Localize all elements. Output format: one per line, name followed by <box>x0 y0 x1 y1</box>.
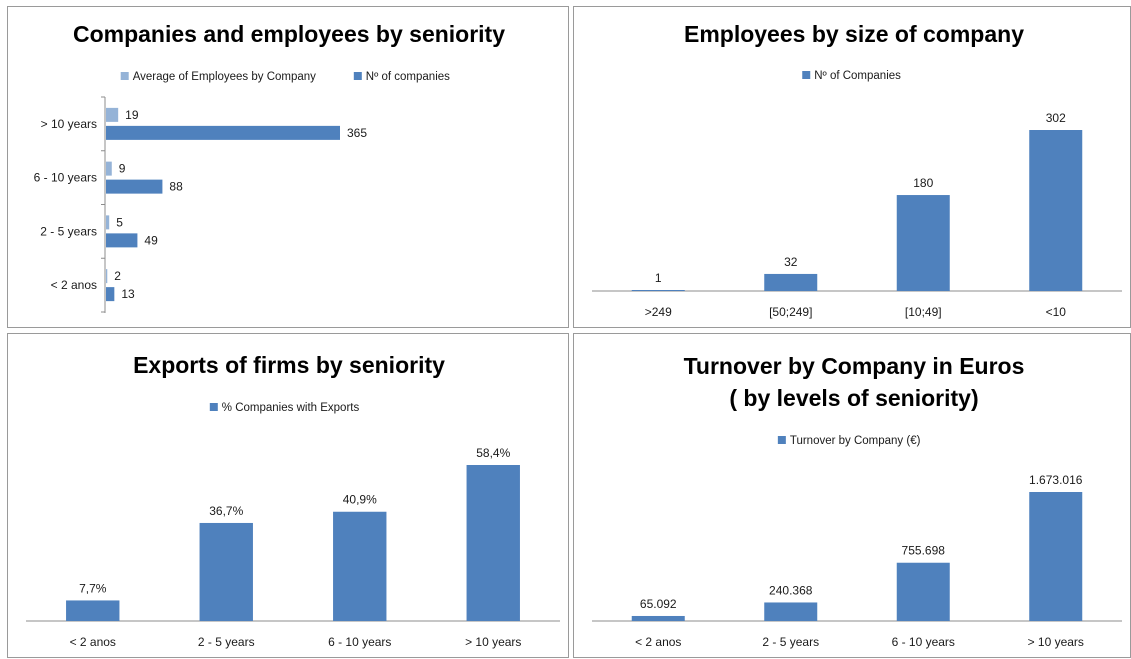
y-tick-label: 2 - 5 years <box>40 224 97 238</box>
legend-swatch <box>802 71 811 79</box>
data-label: 19 <box>125 108 139 122</box>
chart-title: Companies and employees by seniority <box>73 21 505 47</box>
bar <box>106 233 138 248</box>
legend-label: % Companies with Exports <box>222 402 360 414</box>
bar <box>106 287 115 302</box>
data-label: 49 <box>144 233 158 247</box>
data-label: 88 <box>169 180 183 194</box>
bar <box>631 290 685 291</box>
chart-panel-company-size: Employees by size of company Nº of Compan… <box>573 6 1131 328</box>
bar <box>466 465 520 621</box>
legend-swatch <box>120 72 129 80</box>
chart-panel-exports: Exports of firms by seniority % Companies… <box>7 333 569 658</box>
data-label: 65.092 <box>640 597 677 611</box>
y-tick-label: > 10 years <box>41 117 97 131</box>
data-label: 13 <box>121 287 135 301</box>
bar <box>199 522 253 621</box>
x-tick-label: >249 <box>645 305 672 319</box>
x-tick-label: > 10 years <box>465 635 521 649</box>
x-tick-label: < 2 anos <box>70 635 116 649</box>
bar <box>1029 130 1083 291</box>
bar <box>896 195 950 291</box>
chart-panel-seniority: Companies and employees by seniority Aver… <box>7 6 569 328</box>
chart-seniority-svg: Companies and employees by seniority Aver… <box>34 21 505 313</box>
bar <box>106 125 340 140</box>
legend-swatch <box>209 403 218 411</box>
x-tick-label: 2 - 5 years <box>762 635 819 649</box>
bar <box>764 273 818 291</box>
data-label: 755.698 <box>902 544 946 558</box>
x-tick-label: < 2 anos <box>635 635 681 649</box>
chart-exports-svg: Exports of firms by seniority % Companies… <box>26 352 560 649</box>
x-tick-label: [50;249] <box>769 305 812 319</box>
chart-title: ( by levels of seniority) <box>729 385 978 411</box>
x-tick-label: 6 - 10 years <box>328 635 391 649</box>
data-label: 5 <box>116 215 123 229</box>
legend-swatch <box>353 72 362 80</box>
data-label: 240.368 <box>769 583 813 597</box>
bar <box>896 562 950 621</box>
bar <box>106 107 119 122</box>
data-label: 1.673.016 <box>1029 473 1083 487</box>
legend-label: Turnover by Company (€) <box>790 435 921 447</box>
x-tick-label: [10;49] <box>905 305 942 319</box>
chart-title: Exports of firms by seniority <box>133 352 445 378</box>
data-label: 58,4% <box>476 446 510 460</box>
bar <box>106 179 163 194</box>
legend-label: Nº of Companies <box>814 70 901 82</box>
bar <box>631 615 685 621</box>
bar <box>106 161 112 176</box>
data-label: 9 <box>119 162 126 176</box>
chart-title: Employees by size of company <box>684 21 1024 47</box>
data-label: 7,7% <box>79 581 107 595</box>
y-tick-label: 6 - 10 years <box>34 171 97 185</box>
data-label: 180 <box>913 176 933 190</box>
legend-swatch <box>777 436 786 444</box>
bar <box>764 602 818 621</box>
data-label: 302 <box>1046 111 1066 125</box>
bar <box>66 600 120 621</box>
legend-label: Average of Employees by Company <box>133 71 316 83</box>
x-tick-label: 2 - 5 years <box>198 635 255 649</box>
chart-company-size-svg: Employees by size of company Nº of Compan… <box>592 21 1122 319</box>
data-label: 40,9% <box>343 493 377 507</box>
chart-turnover-svg: Turnover by Company in Euros ( by levels … <box>592 353 1122 649</box>
bar <box>333 511 387 621</box>
y-tick-label: < 2 anos <box>51 278 97 292</box>
data-label: 2 <box>114 269 121 283</box>
legend-label: Nº of companies <box>366 71 450 83</box>
bar <box>106 215 110 230</box>
bar <box>1029 492 1083 621</box>
x-tick-label: > 10 years <box>1028 635 1084 649</box>
bar <box>106 269 108 284</box>
chart-panel-turnover: Turnover by Company in Euros ( by levels … <box>573 333 1131 658</box>
data-label: 365 <box>347 126 367 140</box>
data-label: 32 <box>784 255 798 269</box>
chart-title: Turnover by Company in Euros <box>684 353 1025 379</box>
data-label: 1 <box>655 271 662 285</box>
x-tick-label: <10 <box>1046 305 1067 319</box>
x-tick-label: 6 - 10 years <box>892 635 955 649</box>
data-label: 36,7% <box>209 504 243 518</box>
